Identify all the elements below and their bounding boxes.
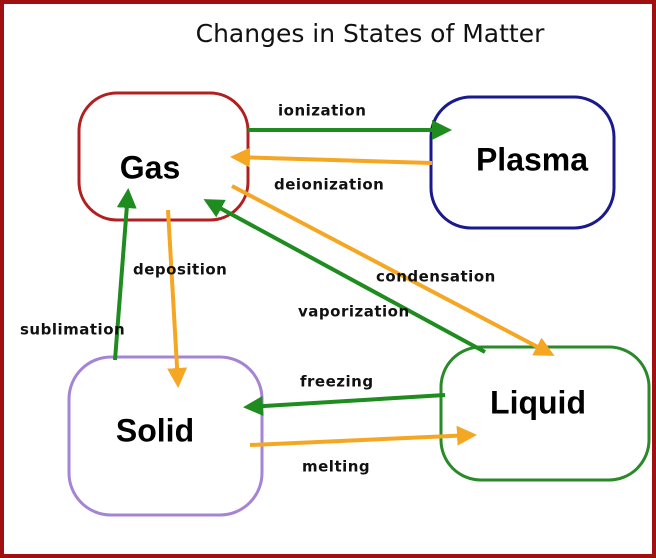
title: Changes in States of Matter <box>196 19 545 48</box>
node-label: Plasma <box>476 141 588 177</box>
node-label: Solid <box>116 412 194 448</box>
edge-label: vaporization <box>298 303 410 321</box>
arrow <box>230 147 433 168</box>
arrow <box>243 393 446 417</box>
arrow <box>203 199 486 354</box>
arrow <box>231 184 555 356</box>
edge-label: condensation <box>376 268 496 286</box>
edge-label: deionization <box>274 176 384 194</box>
edge-label: sublimation <box>20 321 125 339</box>
edge-label: melting <box>302 458 370 476</box>
arrow <box>249 425 477 447</box>
arrow <box>113 188 137 361</box>
node-label: Gas <box>120 149 180 185</box>
solid-box <box>67 355 264 517</box>
node-label: Liquid <box>490 384 586 420</box>
arrow <box>166 209 188 388</box>
edge-label: deposition <box>133 261 227 279</box>
edge-label: ionization <box>278 102 366 120</box>
edge-label: freezing <box>300 373 374 391</box>
